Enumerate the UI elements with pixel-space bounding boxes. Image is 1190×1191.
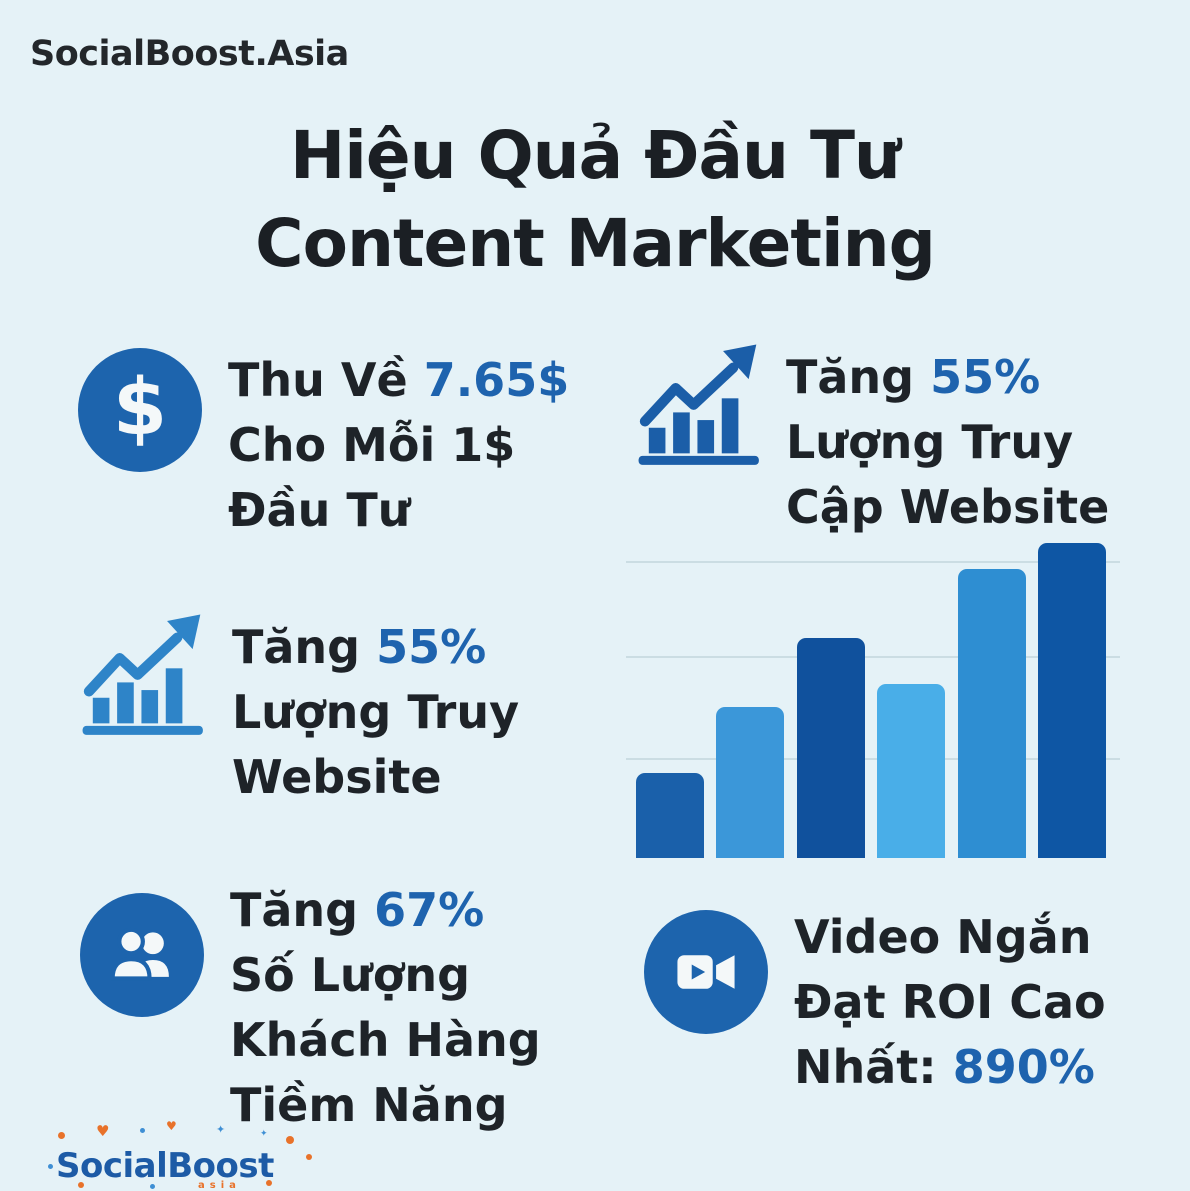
growth-chart-icon: [638, 344, 759, 465]
stat-line: Cho Mỗi 1$: [228, 418, 516, 472]
video-camera-icon: [644, 910, 768, 1034]
confetti-sparkle-icon: [260, 1130, 268, 1139]
page-title: Hiệu Quả Đầu Tư Content Marketing: [0, 112, 1190, 288]
people-icon: [80, 893, 204, 1017]
confetti-dot: [286, 1136, 294, 1144]
confetti-dot: [78, 1182, 84, 1188]
highlight-value: 55%: [376, 620, 487, 674]
confetti-sparkle-icon: [216, 1124, 225, 1135]
confetti-dot: [150, 1184, 155, 1189]
stat-leads-text: Tăng 67% Số Lượng Khách Hàng Tiềm Năng: [230, 878, 541, 1138]
bar-chart: [626, 530, 1120, 858]
stat-line: Lượng Truy: [786, 415, 1074, 469]
stat-traffic-right-text: Tăng 55% Lượng Truy Cập Website: [786, 345, 1109, 540]
stat-line: Tiềm Năng: [230, 1078, 508, 1132]
stat-line: Khách Hàng: [230, 1013, 541, 1067]
footer-brand-sub: asia: [198, 1180, 241, 1191]
confetti-dot: [48, 1164, 53, 1169]
stat-leads: Tăng 67% Số Lượng Khách Hàng Tiềm Năng: [80, 878, 541, 1138]
stat-line: Tăng 55%: [232, 620, 487, 674]
confetti-heart-icon: [96, 1124, 109, 1139]
confetti-dot: [266, 1180, 272, 1186]
dollar-icon: $: [78, 348, 202, 472]
stat-line: Thu Về 7.65$: [228, 353, 570, 407]
highlight-value: 67%: [374, 883, 485, 937]
stat-line: Tăng 67%: [230, 883, 485, 937]
chart-bar: [796, 638, 865, 858]
highlight-value: 7.65$: [423, 353, 570, 407]
stat-revenue: $ Thu Về 7.65$ Cho Mỗi 1$ Đầu Tư: [78, 348, 569, 543]
chart-gridline: [626, 560, 1120, 563]
highlight-value: 890%: [952, 1040, 1095, 1094]
chart-gridline: [626, 655, 1120, 658]
dollar-glyph: $: [112, 363, 168, 453]
footer-brand-name: SocialBoost: [56, 1146, 274, 1186]
stat-line: Cập Website: [786, 480, 1110, 534]
stat-line: Tăng 55%: [786, 350, 1041, 404]
chart-bar: [957, 569, 1026, 858]
stat-traffic-left-text: Tăng 55% Lượng Truy Website: [232, 615, 519, 810]
confetti-heart-icon: [166, 1120, 177, 1132]
chart-bar: [636, 772, 704, 858]
stat-line: Đạt ROI Cao: [794, 975, 1106, 1029]
stat-traffic-left: Tăng 55% Lượng Truy Website: [78, 612, 519, 810]
chart-bar: [716, 707, 785, 858]
stat-line: Website: [232, 750, 442, 804]
stat-video: Video Ngắn Đạt ROI Cao Nhất: 890%: [644, 905, 1106, 1100]
highlight-value: 55%: [930, 350, 1041, 404]
growth-chart-icon: [82, 614, 203, 735]
people-glyph: [110, 927, 169, 981]
stat-line: Đầu Tư: [228, 483, 411, 537]
stat-traffic-right: Tăng 55% Lượng Truy Cập Website: [634, 342, 1109, 540]
stat-video-text: Video Ngắn Đạt ROI Cao Nhất: 890%: [794, 905, 1106, 1100]
stat-line: Lượng Truy: [232, 685, 520, 739]
chart-gridline: [626, 757, 1120, 760]
chart-bar: [877, 684, 946, 858]
footer-logo: SocialBoost asia: [48, 1128, 328, 1191]
video-camera-glyph: [677, 955, 735, 989]
page-title-line2: Content Marketing: [255, 205, 936, 282]
brand-header: SocialBoost.Asia: [30, 34, 349, 74]
bar-chart-bars: [636, 530, 1106, 858]
confetti-dot: [140, 1128, 145, 1133]
confetti-dot: [306, 1154, 312, 1160]
stat-revenue-text: Thu Về 7.65$ Cho Mỗi 1$ Đầu Tư: [228, 348, 569, 543]
stat-line: Số Lượng: [230, 948, 471, 1002]
stat-line: Video Ngắn: [794, 910, 1092, 964]
page-title-line1: Hiệu Quả Đầu Tư: [289, 117, 901, 194]
confetti-dot: [58, 1132, 65, 1139]
stat-line: Nhất: 890%: [794, 1040, 1095, 1094]
chart-bar: [1037, 543, 1106, 858]
